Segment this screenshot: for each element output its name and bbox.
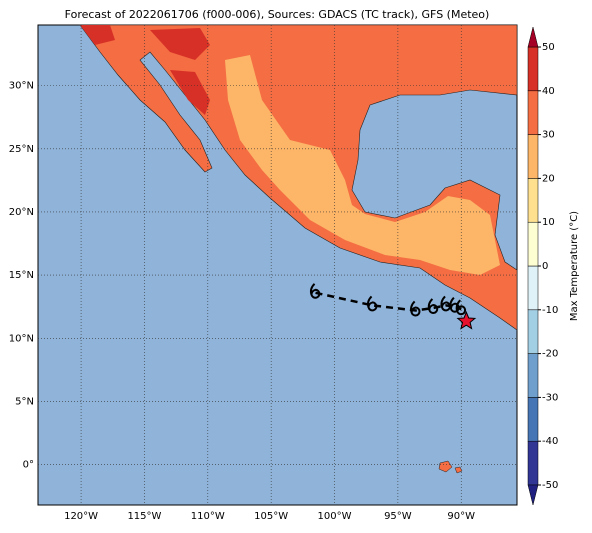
hot-patch (170, 70, 210, 115)
colorbar-tick-label: 10 (542, 217, 555, 228)
y-tick-label: 0° (23, 460, 34, 471)
y-tick-label: 20°N (9, 207, 34, 218)
colorbar-band (527, 90, 539, 135)
y-tick-label: 25°N (9, 144, 34, 155)
colorbar-tick-label: 40 (542, 86, 555, 97)
colorbar-tick-label: -40 (542, 436, 558, 447)
colorbar-band (527, 46, 539, 92)
map-title: Forecast of 2022061706 (f000-006), Sourc… (65, 8, 490, 21)
y-tick-label: 15°N (9, 270, 34, 281)
hurricane-symbol (455, 299, 467, 316)
x-tick-label: 105°W (254, 511, 288, 522)
x-tick-label: 110°W (191, 511, 225, 522)
hurricane-symbol (366, 295, 378, 312)
hurricane-symbol (410, 300, 421, 317)
hurricane-symbol (309, 283, 321, 299)
y-tick-label: 30°N (9, 81, 34, 92)
y-tick-label: 5°N (15, 396, 34, 407)
colorbar-tick-label: 0 (542, 261, 548, 272)
hot-patch (150, 28, 210, 60)
x-tick-label: 120°W (64, 511, 98, 522)
tc-track (309, 283, 477, 330)
islands (438, 460, 463, 474)
x-tick-label: 90°W (447, 511, 475, 522)
colorbar-tick-label: 50 (542, 42, 555, 53)
colorbar-tick-label: -50 (542, 480, 558, 491)
colorbar-band (527, 440, 539, 486)
colorbar-band (527, 134, 539, 179)
colorbar-tick-label: -20 (542, 349, 558, 360)
hurricane-symbol (427, 298, 439, 314)
colorbar-band (527, 353, 539, 398)
star-marker (456, 310, 477, 330)
x-tick-label: 100°W (318, 511, 352, 522)
map-area (37, 24, 518, 506)
plateau-warm (225, 55, 500, 275)
x-tick-label: 115°W (127, 511, 161, 522)
y-tick-label: 10°N (9, 333, 34, 344)
colorbar-tick-label: -10 (542, 305, 558, 316)
hurricane-symbol (440, 295, 451, 312)
colorbar-tick-label: -30 (542, 392, 558, 403)
colorbar-under (527, 484, 539, 506)
colorbar-band (527, 397, 539, 442)
x-tick-label: 95°W (384, 511, 412, 522)
colorbar-tick-label: 20 (542, 173, 555, 184)
colorbar-band (527, 265, 539, 311)
colorbar-over (527, 26, 539, 48)
graticule (38, 25, 517, 505)
colorbar-band (527, 309, 539, 354)
colorbar-label: Max Temperature (°C) (569, 211, 580, 321)
colorbar-tick-label: 30 (542, 130, 555, 141)
hot-patch (80, 25, 115, 45)
colorbar: -50 -40 -30 -20 -10 0 10 20 30 40 50 Max Temperatur… (527, 26, 580, 506)
colorbar-band (527, 178, 539, 223)
colorbar-band (527, 221, 539, 267)
